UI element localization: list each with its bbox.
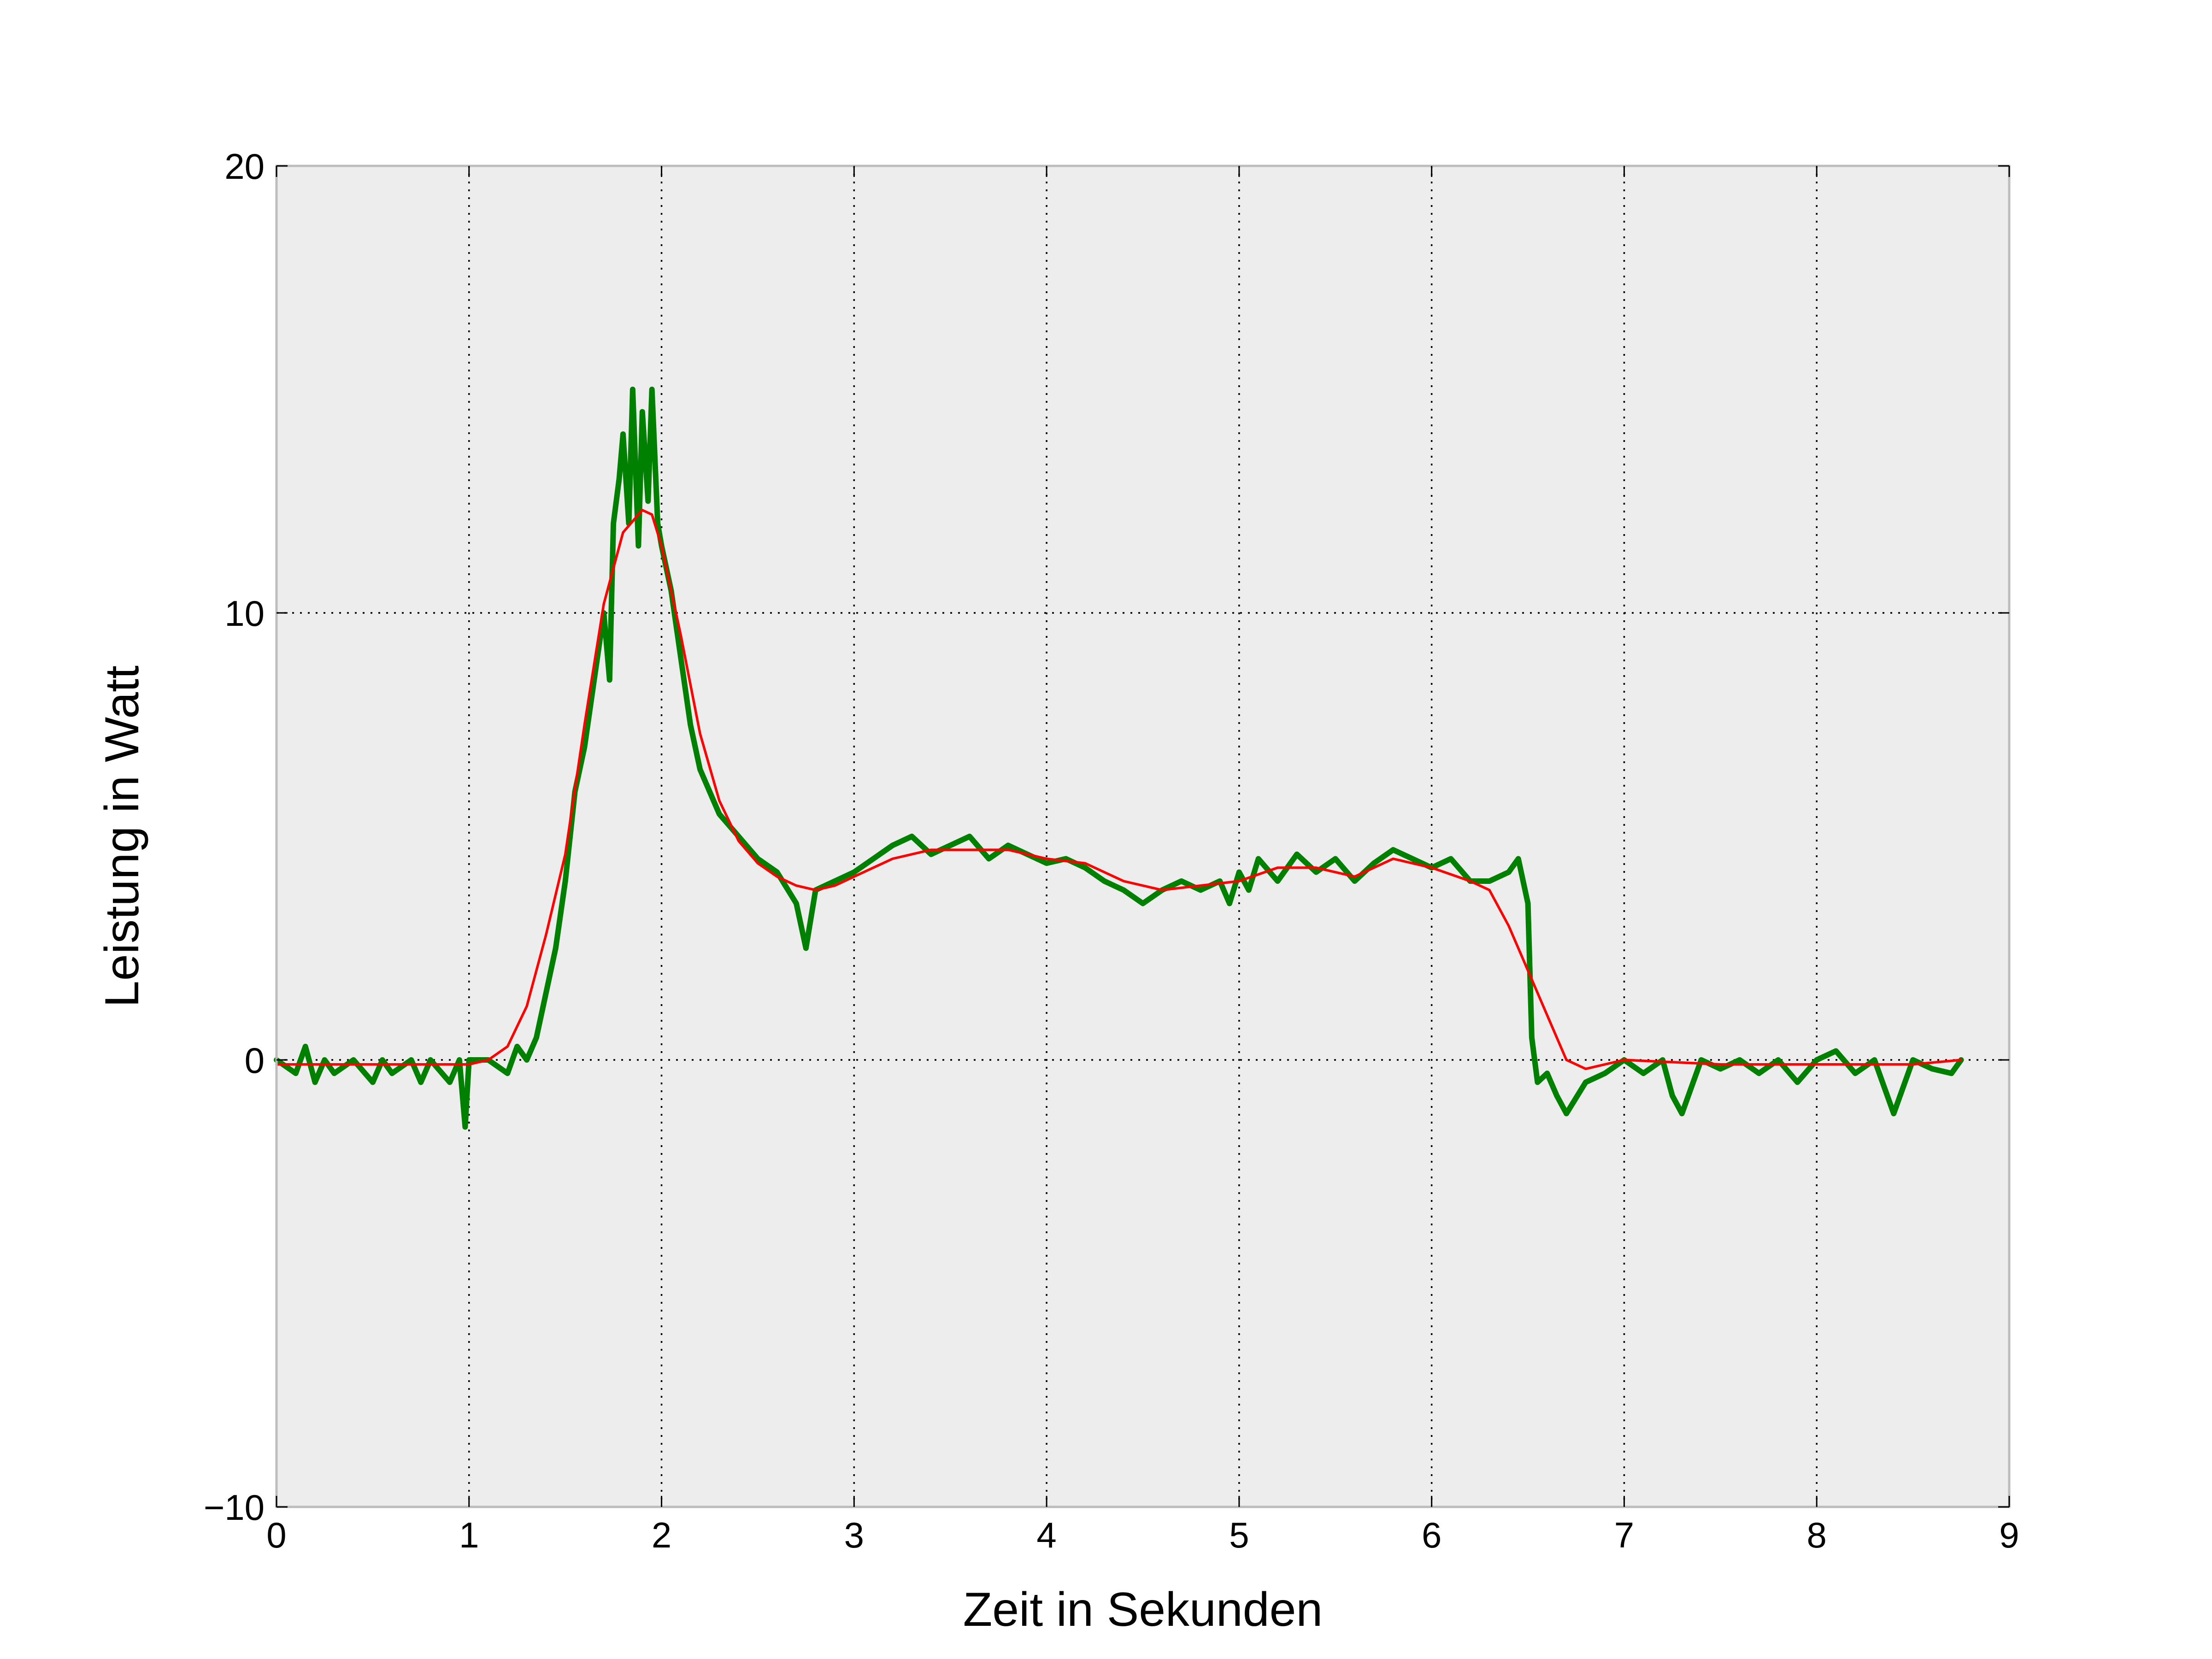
x-tick-label: 5 <box>1229 1515 1249 1555</box>
x-tick-label: 6 <box>1422 1515 1441 1555</box>
x-tick-label: 4 <box>1036 1515 1056 1555</box>
x-tick-label: 8 <box>1807 1515 1827 1555</box>
x-tick-label: 1 <box>459 1515 479 1555</box>
x-tick-label: 7 <box>1614 1515 1634 1555</box>
plot-frame <box>275 165 2011 1508</box>
y-tick-label: −10 <box>204 1487 265 1528</box>
y-axis-label: Leistung in Watt <box>95 665 149 1007</box>
x-tick-label: 2 <box>652 1515 671 1555</box>
x-tick-label: 0 <box>266 1515 286 1555</box>
x-tick-label: 9 <box>1999 1515 2019 1555</box>
series-layer <box>274 387 1964 1130</box>
series-line-green <box>274 387 1964 1130</box>
plot-background <box>276 166 2009 1507</box>
y-tick-label: 0 <box>245 1040 265 1081</box>
x-axis-label: Zeit in Sekunden <box>963 1583 1323 1636</box>
y-tick-label: 20 <box>224 146 265 187</box>
x-tick-label: 3 <box>844 1515 864 1555</box>
y-tick-label: 10 <box>224 593 265 634</box>
series-line-red <box>275 509 1963 1071</box>
